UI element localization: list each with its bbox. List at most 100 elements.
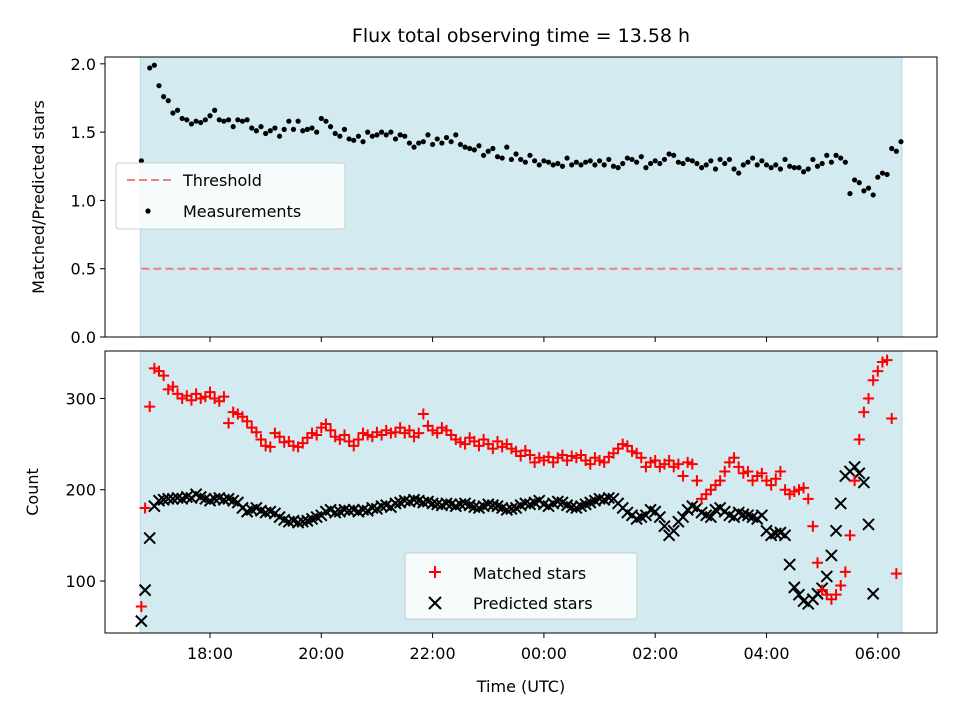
measurement-point: [643, 165, 649, 171]
predicted-star-marker: [486, 499, 500, 512]
measurement-point: [722, 160, 728, 167]
measurement-point: [193, 118, 199, 124]
measurement-point: [216, 117, 222, 123]
matched-star-marker: [812, 557, 824, 569]
plot-frame-bottom: [104, 350, 938, 634]
measurement-point: [476, 143, 482, 149]
matched-star-marker: [338, 429, 350, 441]
predicted-star-marker: [152, 494, 166, 507]
measurement-point: [583, 159, 589, 165]
matched-star-marker: [250, 426, 262, 438]
measurement-point: [791, 165, 797, 171]
measurement-point: [629, 156, 635, 163]
measurement-point: [462, 144, 468, 150]
matched-star-marker: [858, 406, 870, 418]
measurement-point: [457, 141, 464, 148]
measurement-point: [212, 107, 218, 113]
measurement-point: [884, 171, 890, 178]
measurement-point: [578, 162, 584, 168]
matched-star-marker: [144, 401, 156, 413]
measurement-point: [527, 152, 533, 158]
predicted-star-marker: [296, 515, 309, 528]
predicted-star-marker: [783, 558, 796, 571]
measurement-point: [698, 165, 705, 171]
matched-star-marker: [167, 381, 179, 393]
measurement-point: [360, 139, 366, 145]
measurement-point: [439, 140, 445, 146]
matched-star-marker: [348, 440, 360, 452]
predicted-star-marker: [862, 518, 875, 531]
matched-star-marker: [830, 589, 842, 601]
measurement-point: [513, 151, 519, 157]
predicted-star-marker: [792, 588, 806, 601]
measurement-point: [388, 129, 394, 135]
measurement-point: [253, 128, 259, 134]
measurement-point: [810, 156, 816, 163]
matched-star-marker: [802, 493, 814, 505]
measurement-point: [685, 156, 691, 163]
measurement-point: [411, 144, 417, 150]
measurement-point: [448, 139, 454, 145]
x-tick-label: 20:00: [298, 644, 344, 663]
matched-star-marker: [204, 386, 216, 398]
measurement-point: [726, 156, 733, 163]
x-tick-label: 00:00: [521, 644, 567, 663]
legend-threshold-label: Threshold: [182, 171, 262, 190]
matched-star-marker: [223, 417, 235, 429]
measurement-point: [504, 144, 510, 150]
predicted-star-marker: [366, 501, 379, 515]
measurement-point: [564, 155, 570, 161]
predicted-star-marker: [329, 506, 342, 519]
measurement-point: [337, 133, 343, 139]
predicted-star-marker: [135, 614, 148, 628]
matched-star-marker: [765, 479, 777, 491]
measurement-point: [675, 159, 681, 165]
measurement-point: [165, 98, 171, 104]
measurement-point: [402, 133, 408, 139]
measurement-point: [555, 160, 561, 167]
matched-star-marker: [241, 415, 253, 427]
predicted-stars-series: [135, 461, 880, 628]
x-tick-label: 02:00: [632, 644, 678, 663]
measurement-point: [782, 156, 788, 163]
matched-star-marker: [686, 458, 698, 470]
y-tick-label: 1.0: [71, 191, 96, 210]
legend-matched-label: Matched stars: [473, 564, 586, 583]
measurement-point: [151, 62, 157, 68]
measurement-point: [522, 159, 528, 165]
predicted-star-marker: [166, 492, 180, 506]
measurement-point: [634, 159, 640, 165]
plot-frame-top: [104, 56, 938, 338]
matched-star-marker: [844, 529, 856, 541]
legend-top: Threshold Measurements: [115, 162, 346, 230]
measurement-point: [174, 107, 181, 113]
measurement-point: [207, 113, 213, 119]
measurement-point: [494, 154, 501, 160]
matched-star-marker: [663, 455, 675, 467]
matched-star-marker: [863, 392, 875, 404]
predicted-star-marker: [291, 516, 305, 529]
matched-star-marker: [890, 568, 902, 580]
measurement-point: [221, 118, 227, 124]
measurement-point: [610, 163, 617, 169]
matched-star-marker: [672, 458, 684, 470]
x-axis-ticks-top-panel: [209, 337, 879, 342]
measurement-point: [263, 130, 269, 137]
matched-star-marker: [719, 465, 731, 477]
measurement-point: [573, 159, 579, 165]
measurement-point: [235, 117, 241, 123]
measurement-point: [541, 158, 547, 164]
measurement-point: [508, 156, 515, 163]
predicted-star-marker: [778, 529, 792, 542]
measurement-point: [889, 145, 895, 152]
measurement-point: [323, 118, 329, 124]
panel-counts: 100 200 300 18:00 20:00 22:00 00:00 02:00 04:00…: [23, 350, 938, 696]
measurement-point: [536, 162, 542, 168]
matched-star-marker: [524, 449, 536, 461]
legend-measurements-swatch: [145, 208, 151, 214]
measurement-point: [341, 126, 348, 132]
measurement-point: [392, 136, 399, 142]
measurement-point: [188, 121, 195, 127]
predicted-star-marker: [820, 570, 833, 583]
matched-star-marker: [742, 465, 754, 477]
